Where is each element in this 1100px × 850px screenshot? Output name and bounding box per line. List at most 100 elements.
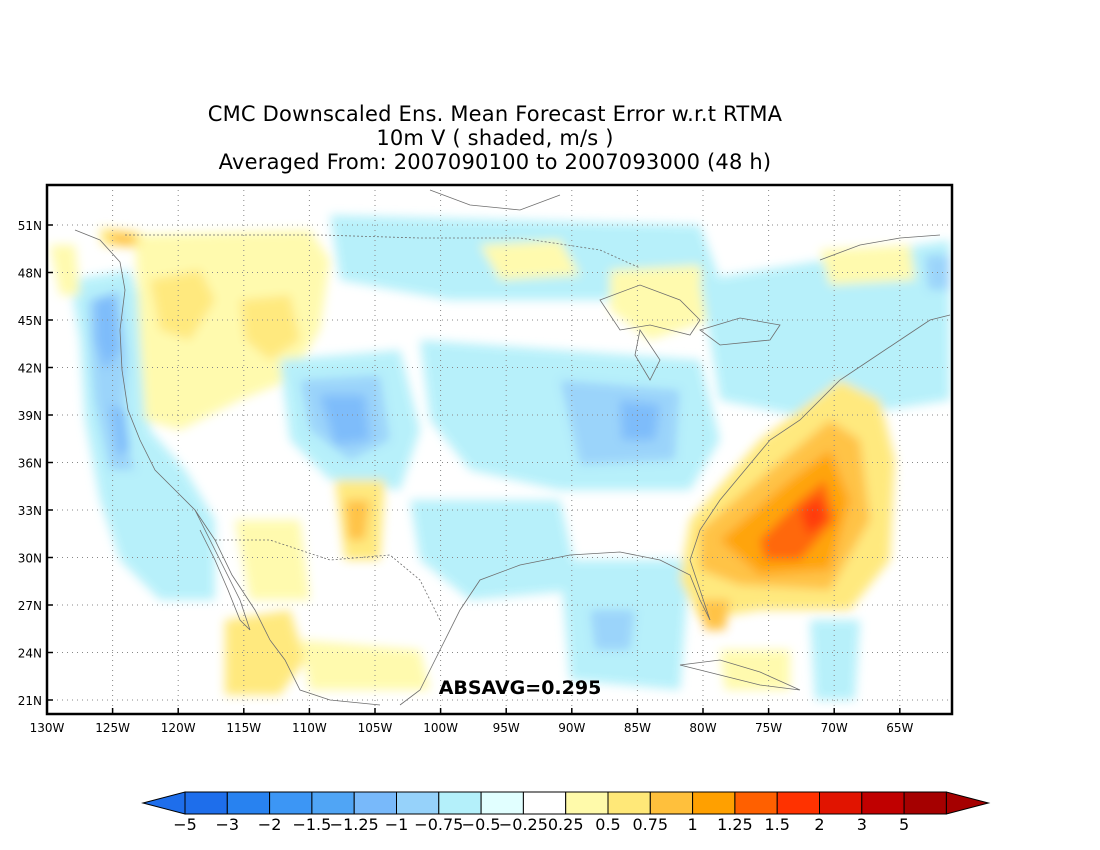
- lon-label: 105W: [358, 721, 393, 735]
- colorbar: [141, 791, 991, 815]
- colorbar-label: −0.75: [414, 815, 463, 834]
- shade-mexico-positive: [225, 610, 305, 695]
- shade-caribbean-positive: [720, 650, 790, 690]
- colorbar-label: 0.5: [595, 815, 620, 834]
- shade-northwest-positive-2: [150, 270, 215, 340]
- colorbar-under-arrow: [141, 791, 186, 815]
- colorbar-label: −1.25: [330, 815, 379, 834]
- colorbar-label: −0.25: [499, 815, 548, 834]
- colorbar-label: −0.5: [462, 815, 501, 834]
- lat-label: 27N: [18, 599, 42, 613]
- colorbar-label: 1.25: [717, 815, 753, 834]
- title-line-2: 10m V ( shaded, m/s ): [376, 126, 614, 150]
- lat-label: 48N: [18, 267, 42, 281]
- colorbar-swatch: [522, 791, 567, 815]
- colorbar-swatch: [396, 791, 440, 815]
- us-mexico-border: [215, 539, 441, 621]
- lon-label: 85W: [624, 721, 651, 735]
- colorbar-label: −3: [216, 815, 240, 834]
- shade-central-negative-strong: [620, 400, 660, 440]
- shade-west-coast-strong-2: [110, 405, 130, 455]
- lat-label: 33N: [18, 504, 42, 518]
- colorbar-label: −1: [385, 815, 409, 834]
- colorbar-label: 0.75: [632, 815, 668, 834]
- longitude-labels: 130W 125W 120W 115W 110W 105W 100W 95W 90W 85W 80W…: [30, 708, 913, 735]
- colorbar-swatch: [903, 791, 947, 815]
- shade-bc-positive: [50, 245, 80, 295]
- map-frame: [45, 183, 954, 716]
- colorbar-label: 1: [688, 815, 698, 834]
- lon-label: 70W: [821, 721, 848, 735]
- shade-nw-border-orange: [110, 232, 135, 246]
- colorbar-swatch: [607, 791, 651, 815]
- shade-caribbean-negative: [810, 620, 860, 700]
- us-canada-border: [125, 234, 641, 269]
- lon-label: 110W: [292, 721, 327, 735]
- lat-label: 36N: [18, 457, 42, 471]
- colorbar-label: 1.5: [764, 815, 789, 834]
- absavg-annotation: ABSAVG=0.295: [439, 677, 602, 699]
- colorbar-label: 2: [814, 815, 824, 834]
- lon-label: 100W: [423, 721, 458, 735]
- lat-label: 45N: [18, 314, 42, 328]
- colorbar-over-arrow: [945, 791, 991, 815]
- shade-northeast-positive: [820, 245, 915, 285]
- shade-west-coast-strong: [95, 295, 120, 370]
- colorbar-label: −1.5: [292, 815, 331, 834]
- lon-label: 115W: [226, 721, 261, 735]
- lon-label: 65W: [886, 721, 913, 735]
- pacific-coastline: [74, 229, 271, 641]
- shade-rockies-negative-strong: [320, 395, 370, 445]
- colorbar-swatch: [184, 791, 228, 815]
- colorbar-swatch: [776, 791, 821, 815]
- colorbar-swatch: [353, 791, 398, 815]
- colorbar-label: −5: [173, 815, 197, 834]
- cuba-coastline: [679, 659, 801, 691]
- gulf-coastline: [269, 551, 711, 706]
- shaded-field: [50, 215, 950, 700]
- shade-canada-positive: [480, 240, 580, 280]
- title-line-1: CMC Downscaled Ens. Mean Forecast Error …: [207, 102, 783, 126]
- shade-northwest-positive-3: [240, 295, 300, 360]
- colorbar-swatch: [311, 791, 355, 815]
- colorbar-swatch: [649, 791, 694, 815]
- lon-label: 120W: [161, 721, 196, 735]
- colorbar-swatch: [734, 791, 778, 815]
- shade-southwest-positive-orange: [345, 500, 370, 540]
- gridlines: [47, 185, 952, 714]
- coastlines: [74, 189, 951, 706]
- lat-label: 24N: [18, 647, 42, 661]
- gulf-st-lawrence-coastline: [819, 234, 941, 261]
- shade-great-lakes-positive: [610, 265, 710, 340]
- lat-label: 42N: [18, 362, 42, 376]
- shade-central-negative-mid: [560, 380, 680, 465]
- colorbar-label: 5: [899, 815, 909, 834]
- lon-label: 75W: [755, 721, 782, 735]
- shade-atlantic-positive-max: [800, 495, 828, 535]
- title-line-3: Averaged From: 2007090100 to 2007093000 …: [218, 150, 772, 174]
- shade-atlantic-positive-deep: [720, 450, 850, 575]
- colorbar-swatch: [480, 791, 524, 815]
- colorbar-label: 3: [857, 815, 867, 834]
- shade-texas-negative: [410, 500, 580, 600]
- colorbar-swatch: [269, 791, 313, 815]
- lon-label: 95W: [493, 721, 520, 735]
- latitude-labels: 51N 48N 45N 42N 39N 36N 33N 30N 27N 24N 21N: [18, 219, 53, 708]
- lon-label: 90W: [558, 721, 585, 735]
- lon-label: 130W: [30, 721, 65, 735]
- lat-label: 30N: [18, 552, 42, 566]
- baja-coastline: [194, 509, 251, 631]
- lat-label: 21N: [18, 694, 42, 708]
- colorbar-label: 0.25: [548, 815, 584, 834]
- colorbar-swatch: [692, 791, 736, 815]
- atlantic-coastline: [689, 314, 951, 621]
- lon-label: 125W: [95, 721, 130, 735]
- colorbar-swatch: [565, 791, 609, 815]
- colorbar-swatch: [861, 791, 905, 815]
- hudson-bay-coastline: [429, 189, 561, 211]
- lon-label: 80W: [689, 721, 716, 735]
- lat-label: 39N: [18, 409, 42, 423]
- colorbar-label: −2: [258, 815, 282, 834]
- shade-florida-positive: [700, 600, 730, 630]
